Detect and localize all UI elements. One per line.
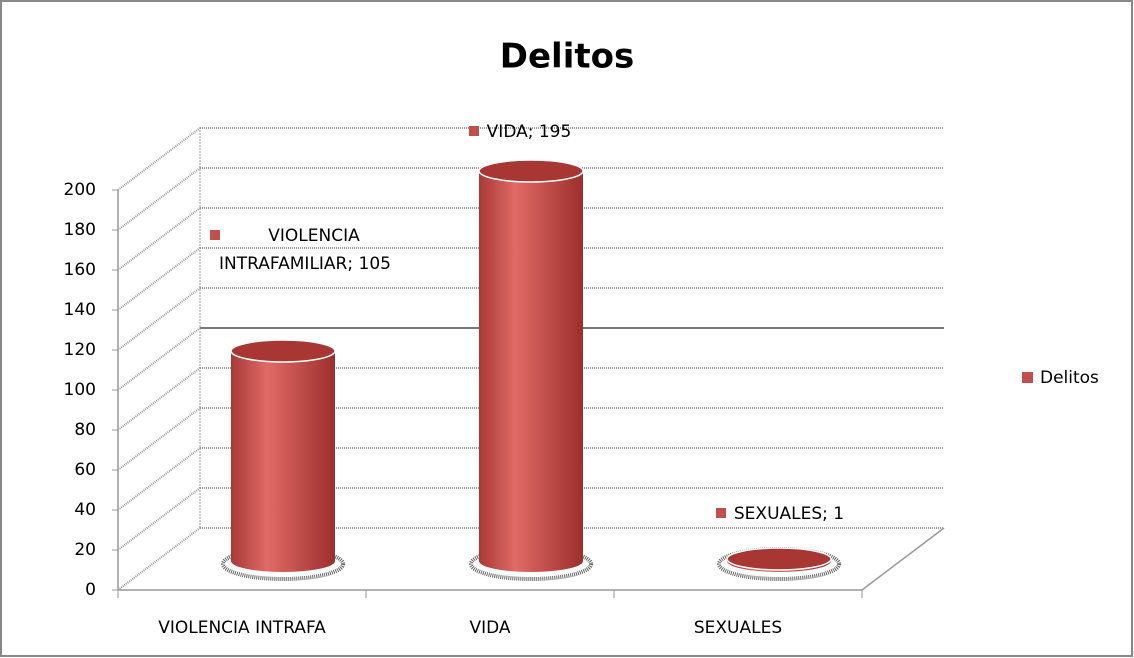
y-tick-label: 160 [64, 260, 96, 280]
bar-top [726, 547, 832, 571]
bar-top [230, 339, 336, 363]
data-label-text: VIDA; 195 [486, 122, 572, 142]
bar [231, 351, 335, 561]
data-label: SEXUALES; 1 [690, 500, 870, 528]
y-tick-label: 60 [74, 460, 96, 480]
y-tick-label: 20 [74, 540, 96, 560]
y-tick-label: 120 [64, 340, 96, 360]
y-tick-label: 0 [85, 580, 96, 600]
data-label-marker [715, 508, 726, 518]
y-tick-label: 200 [64, 180, 96, 200]
floor-right [861, 527, 945, 591]
y-tick-label: 140 [64, 300, 96, 320]
bar-top [478, 159, 584, 183]
x-tick-label: VIDA [469, 618, 510, 638]
x-tick-label: SEXUALES [694, 618, 782, 638]
y-tick-label: 40 [74, 500, 96, 520]
data-label-marker [468, 126, 479, 136]
bar [479, 171, 583, 561]
data-label-text: VIOLENCIA INTRAFAMILIAR; 105 [219, 226, 391, 274]
x-tick-label: VIOLENCIA INTRAFA [158, 618, 326, 638]
y-tick-label: 100 [64, 380, 96, 400]
chart-title: Delitos [500, 37, 634, 77]
data-label-marker [210, 230, 221, 240]
y-tick-label: 80 [74, 420, 96, 440]
data-label-text: SEXUALES; 1 [733, 504, 845, 524]
data-label: VIOLENCIA INTRAFAMILIAR; 105 [150, 222, 420, 278]
y-tick-label: 180 [64, 220, 96, 240]
legend-swatch [1022, 372, 1033, 383]
bar-bottom [479, 550, 583, 572]
bar-bottom [231, 550, 335, 572]
data-label: VIDA; 195 [450, 118, 590, 146]
legend-label: Delitos [1040, 368, 1099, 388]
